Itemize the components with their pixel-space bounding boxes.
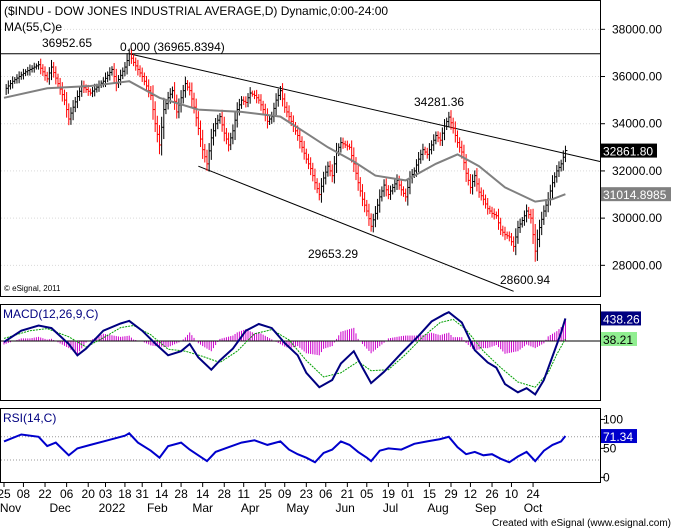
rsi-y-tick-label: 50 (603, 441, 617, 455)
macd-label: MACD(12,26,9,C) (3, 307, 98, 321)
x-tick-label: 20 (82, 487, 96, 501)
rsi-panel-frame (0, 408, 601, 483)
x-tick-label: 31 (136, 487, 150, 501)
x-month-label: Jul (383, 501, 398, 515)
x-month-label: Aug (427, 501, 448, 515)
x-tick-label: 08 (17, 487, 31, 501)
macd-line (3, 311, 567, 396)
ma-value: 31014.8985 (603, 188, 667, 202)
x-tick-label: 06 (60, 487, 74, 501)
upper-trendline (129, 53, 601, 162)
macd-signal-line (3, 318, 566, 388)
price-gridlines (1, 28, 600, 266)
ma-value-tag-box (601, 187, 671, 202)
price-y-tick-label: 36000.00 (612, 70, 662, 84)
x-tick-label: 19 (382, 487, 396, 501)
x-tick-label: 28 (174, 487, 188, 501)
macd-value-tag: 438.26 (601, 311, 641, 326)
x-tick-label: 14 (155, 487, 169, 501)
x-month-label: Dec (49, 501, 70, 515)
x-month-label: Feb (147, 501, 168, 515)
x-month-label: 2022 (99, 501, 126, 515)
price-bars (5, 48, 568, 262)
x-tick-label: 21 (341, 487, 355, 501)
x-month-label: Jun (336, 501, 355, 515)
ma-value-tag: 31014.8985 (601, 187, 671, 202)
x-month-label: Mar (192, 501, 213, 515)
annotation-peak: 36952.65 (42, 36, 92, 50)
signal-value-tag: 38.21 (601, 331, 637, 347)
x-tick-label: 06 (319, 487, 333, 501)
x-tick-label: 05 (360, 487, 374, 501)
price-panel: 28000.00 30000.00 32000.00 34000.00 36000.00… (1, 4, 671, 293)
x-axis: 25 08 22 06 20 03 18 31 14 28 14 28 11 25 09 23 06 21 05 19… (0, 483, 543, 515)
x-tick-label: 11 (237, 487, 250, 501)
annotation-june-low: 29653.29 (308, 247, 358, 261)
signal-value-tag-box (601, 331, 637, 346)
rsi-line (3, 432, 567, 464)
rsi-value-tag: 71.34 (601, 429, 637, 444)
x-tick-label: 09 (278, 487, 292, 501)
x-tick-label: 18 (118, 487, 132, 501)
price-y-axis: 28000.00 30000.00 32000.00 34000.00 36000.00… (600, 22, 662, 272)
rsi-y-tick-label: 100 (603, 412, 623, 426)
x-tick-label: 14 (196, 487, 210, 501)
macd-panel-frame (0, 304, 601, 401)
rsi-value-tag-box (601, 429, 637, 444)
x-tick-label: 25 (259, 487, 273, 501)
macd-value: 438.26 (603, 312, 640, 326)
ma-55-line (3, 80, 566, 203)
x-tick-label: 15 (423, 487, 437, 501)
x-month-label: Nov (0, 501, 21, 515)
panel-frames (0, 0, 601, 483)
price-y-tick-label: 38000.00 (612, 22, 662, 36)
price-y-tick-label: 34000.00 (612, 117, 662, 131)
rsi-guide-lines (1, 436, 600, 461)
x-month-label: Oct (524, 501, 543, 515)
x-tick-label: 28 (218, 487, 232, 501)
rsi-y-axis: 0 50 100 (600, 412, 623, 484)
esignal-credit: © eSignal, 2011 (4, 284, 61, 293)
current-price-tag: 32861.80 (601, 143, 657, 159)
x-tick-label: 26 (485, 487, 499, 501)
price-y-tick-label: 32000.00 (612, 164, 662, 178)
x-tick-label: 29 (444, 487, 458, 501)
lower-trendline (198, 165, 514, 292)
current-price-tag-box (601, 143, 657, 158)
rsi-panel: 0 50 100 RSI(14,C) 71.34 (1, 411, 637, 484)
x-tick-label: 01 (401, 487, 415, 501)
x-tick-label: 03 (99, 487, 113, 501)
current-price-value: 32861.80 (603, 145, 653, 159)
rsi-value: 71.34 (603, 430, 633, 444)
x-month-label: Apr (241, 501, 260, 515)
price-y-tick-label: 30000.00 (612, 211, 662, 225)
annotation-october-low: 28600.94 (500, 273, 550, 287)
rsi-y-tick-label: 0 (603, 470, 610, 484)
x-tick-label: 24 (526, 487, 540, 501)
rsi-label: RSI(14,C) (3, 411, 56, 425)
price-y-tick-label: 28000.00 (612, 258, 662, 272)
annotation-fib-zero: 0.000 (36965.8394) (120, 40, 225, 54)
macd-panel: MACD(12,26,9,C) 438.26 38.21 (1, 307, 641, 396)
macd-histogram (3, 320, 566, 356)
signal-value: 38.21 (603, 333, 633, 347)
x-month-label: May (286, 501, 309, 515)
chart-title: ($INDU - DOW JONES INDUSTRIAL AVERAGE,D)… (4, 4, 388, 18)
footer-credit: Created with eSignal (www.esignal.com) (492, 518, 671, 529)
x-tick-label: 10 (505, 487, 519, 501)
x-tick-label: 25 (0, 487, 11, 501)
x-tick-label: 12 (464, 487, 478, 501)
x-tick-label: 23 (300, 487, 314, 501)
x-month-label: Sep (475, 501, 497, 515)
x-tick-label: 22 (38, 487, 52, 501)
annotation-august-high: 34281.36 (414, 95, 464, 109)
macd-value-tag-box (601, 311, 641, 326)
ma-label: MA(55,C)e (4, 20, 62, 34)
price-panel-frame (0, 0, 601, 297)
